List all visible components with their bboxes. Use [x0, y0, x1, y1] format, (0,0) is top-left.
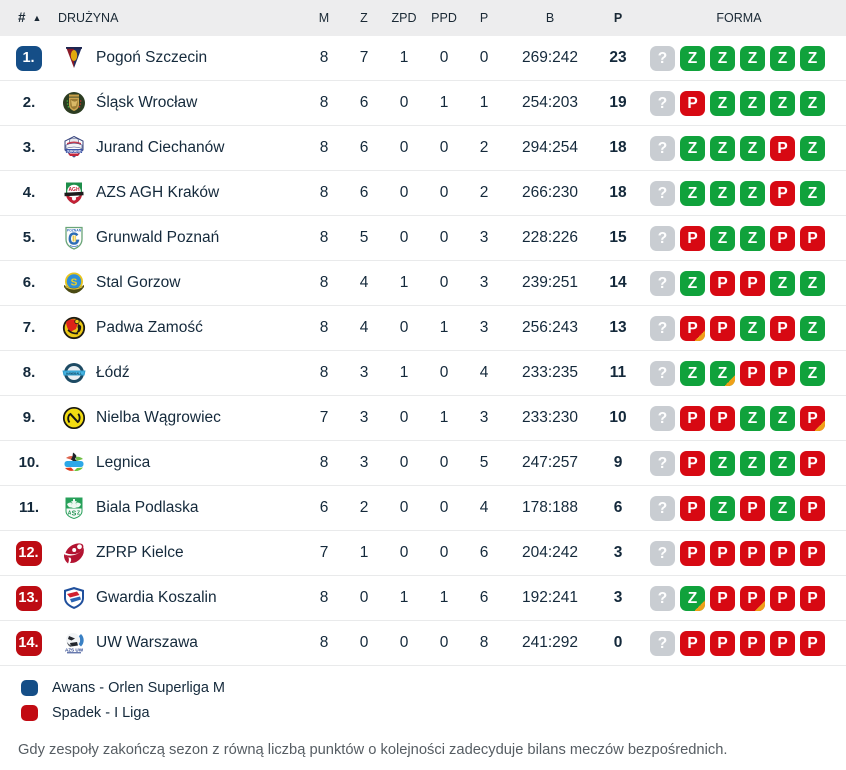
svg-text:Z: Z: [77, 511, 80, 517]
svg-text:S: S: [71, 278, 78, 289]
svg-text:A: A: [68, 511, 72, 517]
svg-text:POZNAŃ: POZNAŃ: [67, 228, 82, 233]
svg-text:AGH: AGH: [68, 187, 80, 193]
svg-text:HANDBALL: HANDBALL: [66, 371, 82, 375]
svg-text:S: S: [72, 511, 77, 518]
svg-text:AZS UW: AZS UW: [65, 648, 84, 653]
svg-text:JURAND: JURAND: [67, 149, 82, 153]
